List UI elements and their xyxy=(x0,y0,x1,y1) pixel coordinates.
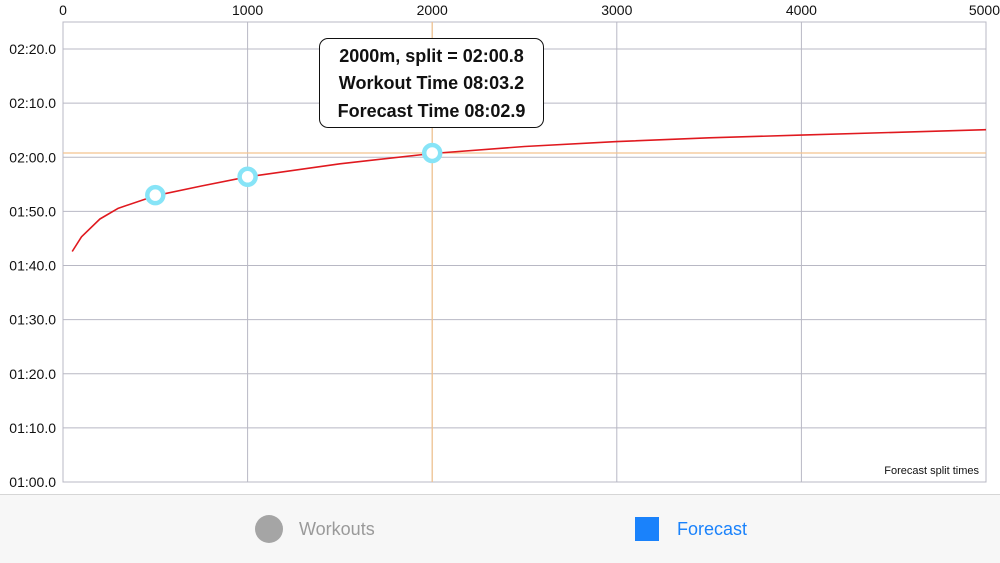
forecast-series-line xyxy=(71,128,987,252)
workout-point xyxy=(145,184,166,206)
point-tooltip: 2000m, split = 02:00.8 Workout Time 08:0… xyxy=(319,38,544,128)
tab-forecast-label: Forecast xyxy=(677,518,748,539)
x-tick-label: 2000 xyxy=(417,2,448,18)
y-tick-label: 01:50.0 xyxy=(9,203,56,219)
x-tick-label: 0 xyxy=(59,2,67,18)
tab-workouts[interactable]: Workouts xyxy=(255,495,375,563)
forecast-chart[interactable]: 0 1000 2000 3000 4000 5000 01:00.0 01:10.0 01:20… xyxy=(0,0,1000,494)
tooltip-line-forecast-time: Forecast Time 08:02.9 xyxy=(337,100,526,121)
tooltip-line-distance-split: 2000m, split = 02:00.8 xyxy=(339,45,524,66)
workout-point xyxy=(237,166,258,188)
y-tick-label: 01:40.0 xyxy=(9,258,56,274)
y-tick-label: 01:10.0 xyxy=(9,420,56,436)
circle-icon xyxy=(255,515,283,543)
tab-forecast[interactable]: Forecast xyxy=(635,495,747,563)
tab-workouts-label: Workouts xyxy=(299,518,375,539)
plot-frame xyxy=(62,21,987,483)
y-tick-label: 02:00.0 xyxy=(9,149,56,165)
chart-svg[interactable]: 0 1000 2000 3000 4000 5000 01:00.0 01:10.0 01:20… xyxy=(0,0,1000,494)
tab-bar: Workouts Forecast xyxy=(0,494,1000,563)
y-tick-label: 01:20.0 xyxy=(9,366,56,382)
x-tick-label: 3000 xyxy=(601,2,632,18)
chart-footnote: Forecast split times xyxy=(884,465,979,477)
y-tick-label: 01:30.0 xyxy=(9,312,56,328)
x-tick-label: 4000 xyxy=(786,2,817,18)
y-tick-label: 02:20.0 xyxy=(9,41,56,57)
x-tick-label: 1000 xyxy=(232,2,263,18)
square-icon xyxy=(635,517,659,541)
workout-point xyxy=(421,142,443,164)
y-tick-label: 02:10.0 xyxy=(9,95,56,111)
tooltip-line-workout-time: Workout Time 08:03.2 xyxy=(338,73,525,93)
x-tick-label: 5000 xyxy=(969,2,1000,18)
y-tick-label: 01:00.0 xyxy=(9,474,56,490)
